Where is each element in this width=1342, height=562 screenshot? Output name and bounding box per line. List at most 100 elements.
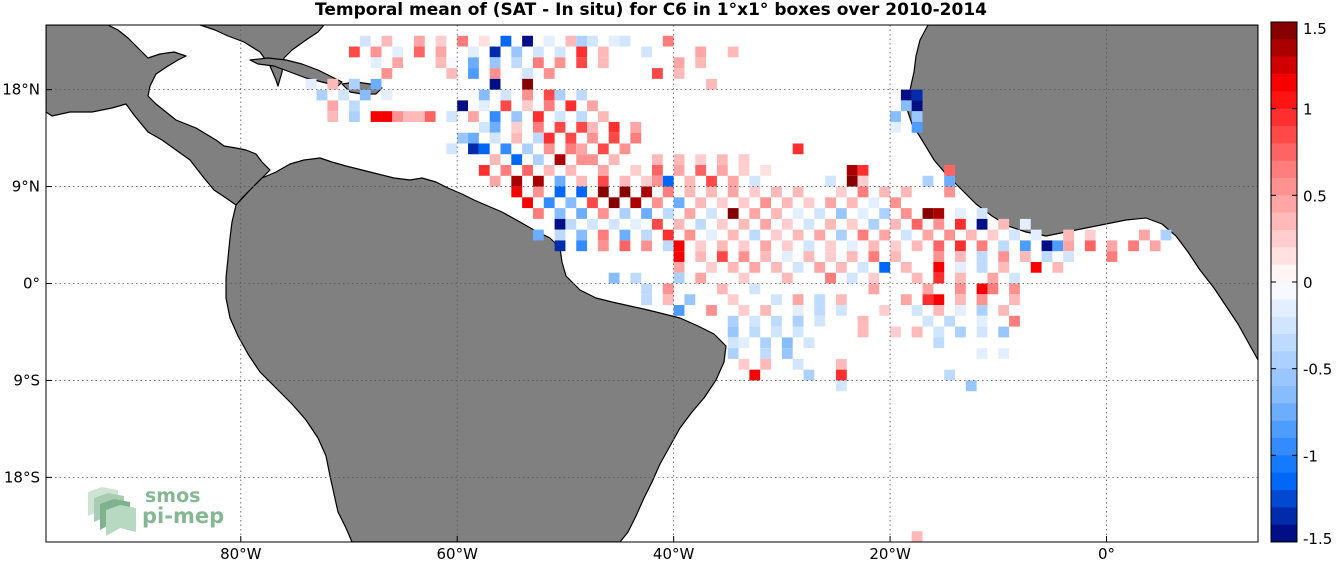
heatmap-cell [1128, 240, 1139, 252]
heatmap-cell [835, 358, 847, 370]
heatmap-cell [652, 218, 663, 230]
heatmap-cell [543, 197, 555, 209]
heatmap-cell [781, 251, 793, 262]
heatmap-cell [825, 240, 836, 252]
heatmap-cell [597, 111, 609, 122]
colorbar-swatch [1271, 230, 1297, 248]
heatmap-cell [933, 326, 945, 338]
heatmap-cell [630, 218, 642, 230]
colorbar: 1.5 1 0.5 0 -0.5 -1 -1.5 [1270, 20, 1332, 548]
heatmap-cell [662, 294, 674, 306]
heatmap-cell [706, 229, 717, 241]
heatmap-cell [619, 229, 631, 241]
heatmap-cell [565, 165, 577, 176]
smos-pi-mep-logo: smos pi-mep [88, 485, 224, 536]
heatmap-cell [890, 197, 901, 209]
heatmap-cell [944, 175, 955, 187]
colorbar-swatch [1271, 455, 1297, 474]
heatmap-cell [532, 132, 544, 144]
heatmap-cell [706, 261, 717, 273]
heatmap-cell [576, 111, 588, 122]
heatmap-cell [857, 326, 869, 338]
heatmap-cell [803, 240, 815, 252]
heatmap-cell [597, 143, 609, 155]
land-south-america [225, 157, 727, 542]
colorbar-tick-label: 1.5 [1303, 20, 1327, 38]
heatmap-cell [868, 197, 880, 209]
heatmap-cell [781, 240, 793, 252]
colorbar-swatch [1271, 507, 1297, 526]
heatmap-cell [489, 121, 501, 133]
heatmap-cell [955, 294, 966, 306]
heatmap-cell [781, 337, 793, 349]
heatmap-cell [955, 218, 966, 230]
heatmap-cell [359, 35, 371, 47]
lat-tick-label: 18°N [2, 81, 40, 99]
heatmap-cell [522, 165, 533, 176]
heatmap-cell [738, 197, 750, 209]
heatmap-cell [597, 186, 609, 198]
heatmap-cell [814, 315, 826, 327]
heatmap-cell [446, 57, 458, 69]
heatmap-cell [381, 35, 393, 47]
heatmap-cell [1030, 261, 1042, 273]
heatmap-cell [933, 305, 945, 316]
heatmap-cell [955, 283, 966, 295]
heatmap-cell [695, 218, 707, 230]
heatmap-cell [922, 175, 934, 187]
heatmap-cell [955, 208, 966, 219]
heatmap-cell [1009, 272, 1020, 284]
heatmap-cell [576, 229, 588, 241]
heatmap-cell [933, 251, 945, 262]
heatmap-cell [684, 175, 696, 187]
heatmap-cell [630, 197, 642, 209]
heatmap-cell [716, 251, 728, 262]
colorbar-swatch [1271, 316, 1297, 335]
heatmap-cell [944, 229, 955, 241]
heatmap-cell [511, 57, 523, 69]
heatmap-cell [760, 305, 772, 316]
heatmap-cell [662, 186, 674, 198]
heatmap-cell [835, 186, 847, 198]
heatmap-cell [673, 261, 685, 273]
heatmap-cell [890, 111, 901, 122]
heatmap-cell [370, 57, 382, 69]
heatmap-cell [998, 326, 1010, 338]
heatmap-cell [652, 165, 663, 176]
heatmap-cell [857, 175, 869, 187]
heatmap-cell [933, 272, 945, 284]
heatmap-cell [987, 272, 999, 284]
heatmap-cell [316, 89, 328, 101]
heatmap-cell [305, 78, 317, 90]
colorbar-swatch [1271, 178, 1297, 196]
heatmap-cell [792, 294, 804, 306]
heatmap-cell [749, 186, 761, 198]
heatmap-cell [532, 208, 544, 219]
heatmap-cell [749, 315, 761, 327]
colorbar-swatch [1271, 56, 1297, 75]
heatmap-cell [738, 251, 750, 262]
heatmap-cell [511, 175, 523, 187]
heatmap-cell [576, 186, 588, 198]
heatmap-cell [890, 251, 901, 262]
heatmap-cell [911, 100, 923, 112]
heatmap-cell [857, 186, 869, 198]
heatmap-cell [500, 100, 512, 112]
heatmap-cell [1063, 251, 1075, 262]
heatmap-cell [576, 208, 588, 219]
heatmap-cell [543, 35, 555, 47]
heatmap-cell [554, 46, 566, 58]
heatmap-cell [511, 46, 523, 58]
heatmap-cell [955, 272, 966, 284]
heatmap-cell [814, 229, 826, 241]
heatmap-cell [716, 197, 728, 209]
heatmap-cell [1009, 283, 1020, 295]
heatmap-cell [998, 305, 1010, 316]
heatmap-cell [900, 229, 912, 241]
heatmap-cell [814, 305, 826, 316]
heatmap-cell [771, 208, 782, 219]
heatmap-cell [695, 46, 707, 58]
heatmap-cell [781, 218, 793, 230]
heatmap-cell [900, 208, 912, 219]
heatmap-cell [814, 261, 826, 273]
